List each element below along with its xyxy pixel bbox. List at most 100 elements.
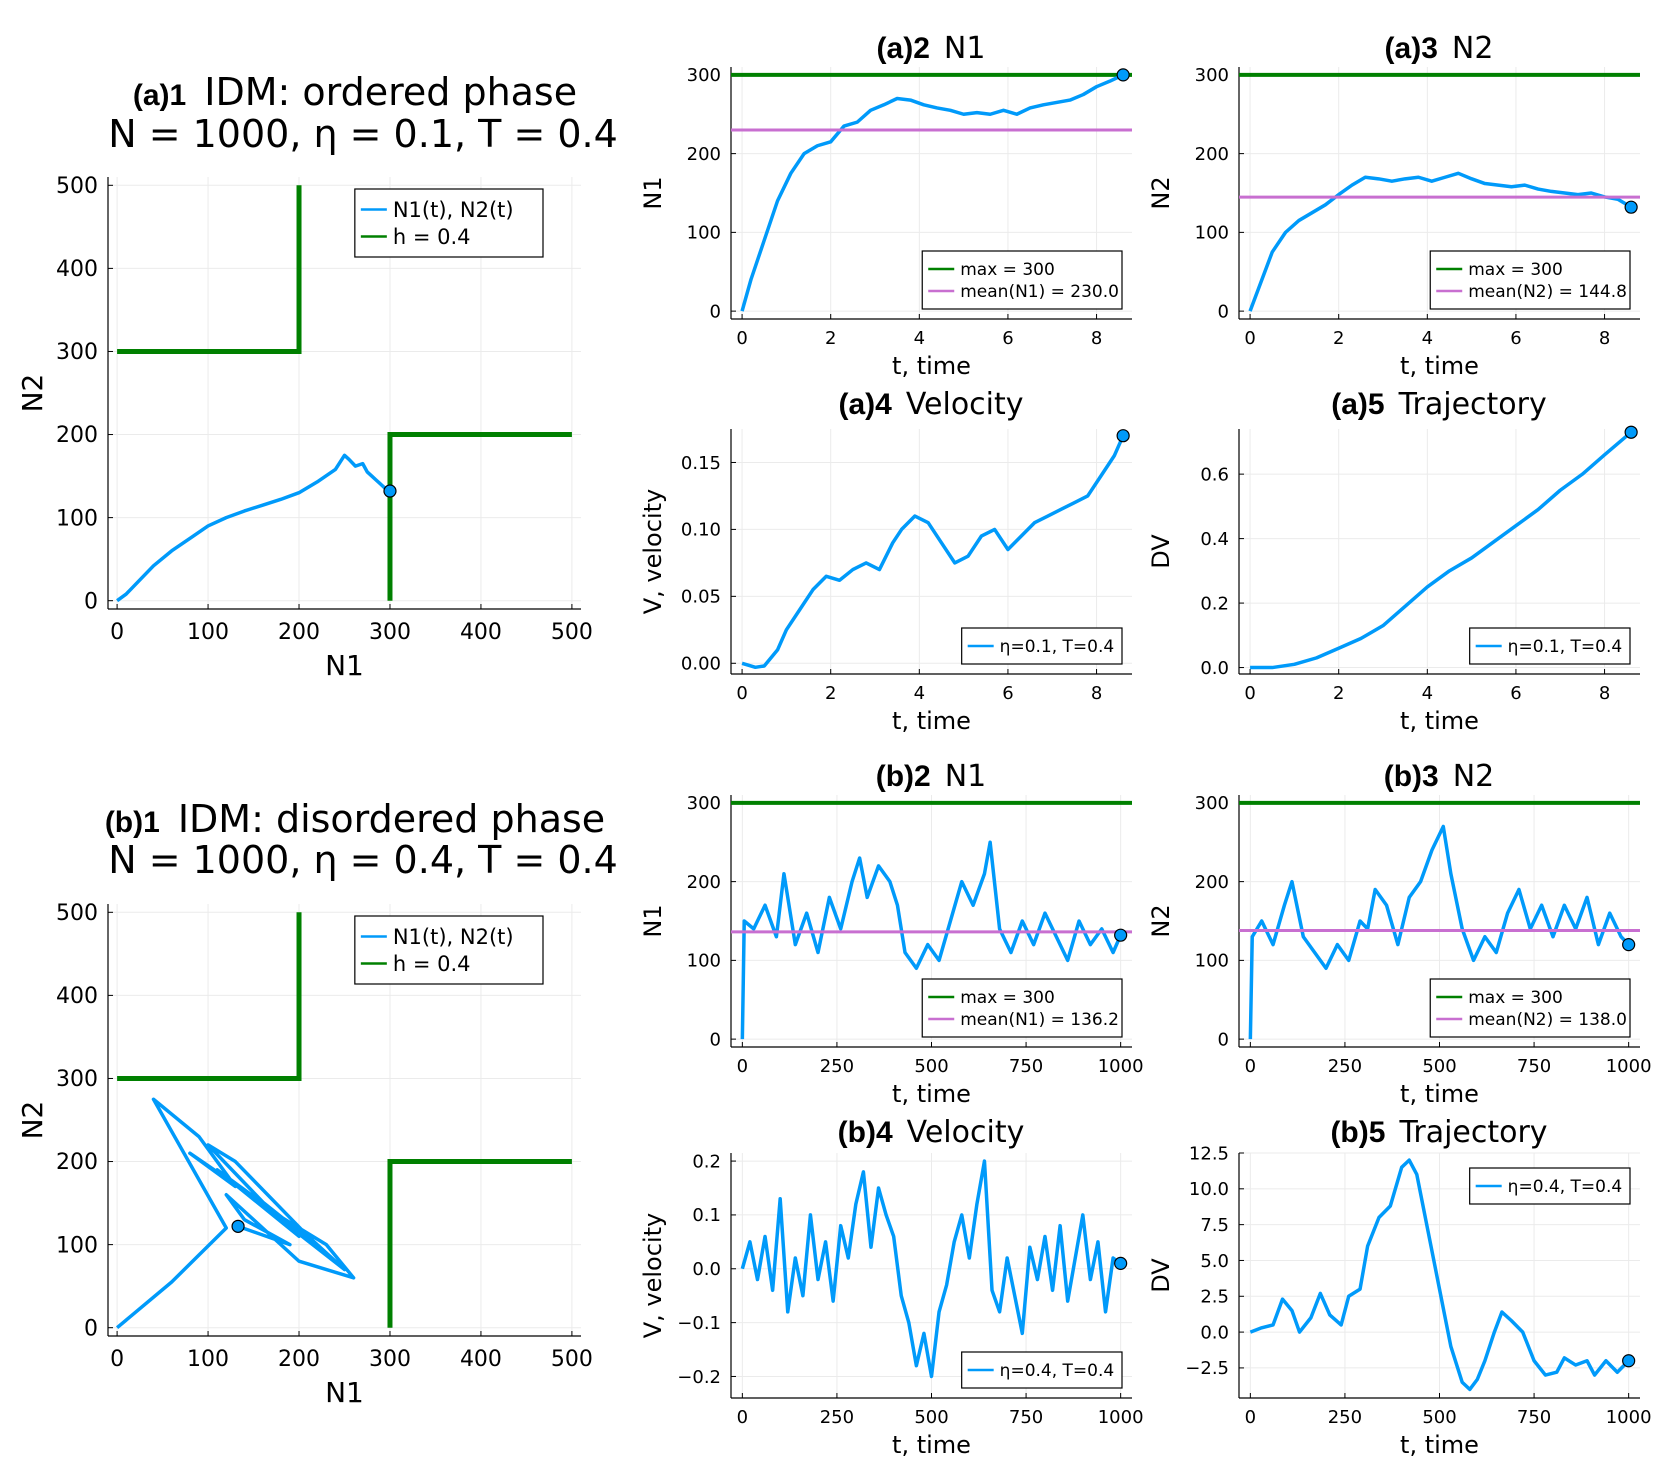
plot-area xyxy=(741,434,1125,670)
y-axis-label: V, velocity xyxy=(639,1213,667,1338)
legend-label: h = 0.4 xyxy=(393,952,471,976)
x-tick-label: 100 xyxy=(187,620,229,645)
plot-area xyxy=(115,912,572,1330)
chart-tag: (b)4 xyxy=(838,1116,893,1149)
end-marker xyxy=(1114,1256,1128,1270)
x-tick-label: 4 xyxy=(914,328,925,349)
y-tick-label: 0 xyxy=(84,589,98,614)
y-tick-label: 300 xyxy=(1195,793,1229,814)
x-tick-label: 6 xyxy=(1002,683,1013,704)
y-axis-label: DV xyxy=(1147,534,1175,569)
chart-title: (b)5 Trajectory xyxy=(1330,1115,1547,1150)
y-tick-label: 200 xyxy=(1195,872,1229,893)
chart-tag: (a)4 xyxy=(838,388,892,421)
legend-box xyxy=(921,250,1123,310)
x-tick-label: 2 xyxy=(1333,683,1344,704)
x-tick-label: 500 xyxy=(1422,1056,1456,1077)
chart-title: (b)2 N1 xyxy=(876,759,987,794)
x-tick-label: 0 xyxy=(1244,683,1255,704)
chart-title-text: N1 xyxy=(944,31,986,66)
y-tick-label: 0.1 xyxy=(692,1205,721,1226)
chart-title-text: IDM: ordered phase xyxy=(204,70,577,114)
chart-title-text: Velocity xyxy=(907,1115,1025,1150)
plot-area xyxy=(1249,1158,1630,1392)
x-axis-label: t, time xyxy=(1400,1431,1479,1459)
chart-title: (a)1 IDM: ordered phase xyxy=(133,70,577,114)
chart-tag: (b)3 xyxy=(1384,760,1439,793)
y-tick-label: 7.5 xyxy=(1200,1215,1229,1236)
legend: η=0.1, T=0.4 xyxy=(1469,627,1631,665)
y-tick-label: 100 xyxy=(56,506,98,531)
end-marker xyxy=(1622,1354,1636,1368)
chart-title-text: Trajectory xyxy=(1398,387,1547,422)
y-tick-label: 200 xyxy=(687,872,721,893)
x-tick-label: 750 xyxy=(1517,1407,1551,1428)
y-tick-label: 0 xyxy=(710,1029,721,1050)
legend-label: mean(N1) = 230.0 xyxy=(960,282,1119,302)
x-tick-label: 4 xyxy=(1422,683,1433,704)
legend-label: N1(t), N2(t) xyxy=(393,925,514,949)
x-tick-label: 6 xyxy=(1510,683,1521,704)
chart-title-text: N1 xyxy=(945,759,987,794)
legend-label: max = 300 xyxy=(960,260,1055,280)
x-tick-label: 300 xyxy=(369,1347,411,1372)
legend-label: η=0.4, T=0.4 xyxy=(1508,1177,1623,1197)
y-tick-label: 0.10 xyxy=(681,520,721,541)
x-tick-label: 0 xyxy=(1244,328,1255,349)
chart-title: (b)4 Velocity xyxy=(838,1115,1025,1150)
plot-area xyxy=(116,185,572,603)
y-tick-label: 300 xyxy=(687,65,721,86)
end-marker xyxy=(1624,425,1638,439)
y-tick-label: 300 xyxy=(1195,65,1229,86)
y-tick-label: 0.2 xyxy=(692,1151,721,1172)
y-tick-label: 100 xyxy=(687,223,721,244)
y-tick-label: 5.0 xyxy=(1200,1251,1229,1272)
y-tick-label: 200 xyxy=(56,423,98,448)
boundary-line xyxy=(387,1159,572,1328)
x-tick-label: 250 xyxy=(1328,1056,1362,1077)
series-line xyxy=(740,73,1124,312)
y-tick-label: 200 xyxy=(1195,144,1229,165)
legend-label: max = 300 xyxy=(960,988,1055,1008)
y-tick-label: 500 xyxy=(56,901,98,926)
x-tick-label: 8 xyxy=(1091,683,1102,704)
x-tick-label: 2 xyxy=(825,683,836,704)
chart-tag: (b)1 xyxy=(105,806,160,839)
chart-a5: 0 2 4 6 8 0.0 0.2 0.4 0.6 t, time DV (a)5 Trajectory… xyxy=(1147,387,1640,735)
legend-label: mean(N2) = 138.0 xyxy=(1468,1010,1627,1030)
x-tick-label: 100 xyxy=(187,1347,229,1372)
x-tick-label: 500 xyxy=(1422,1407,1456,1428)
legend-label: h = 0.4 xyxy=(393,225,471,249)
plot-area xyxy=(731,72,1132,312)
boundary-line xyxy=(117,185,302,354)
chart-b5: 0 250 500 750 1000 −2.5 0.0 2.5 5.0 7.5 10.0 12.5 t,… xyxy=(1147,1115,1652,1459)
series-line xyxy=(1249,1158,1630,1392)
x-tick-label: 4 xyxy=(914,683,925,704)
y-tick-label: 200 xyxy=(56,1150,98,1175)
y-axis-label: N1 xyxy=(639,904,667,937)
y-tick-label: 10.0 xyxy=(1189,1179,1229,1200)
x-tick-label: 500 xyxy=(551,1347,593,1372)
chart-a4: 0 2 4 6 8 0.00 0.05 0.10 0.15 t, time V, velocity (… xyxy=(639,387,1132,735)
chart-tag: (a)1 xyxy=(133,79,186,112)
y-tick-label: 100 xyxy=(56,1233,98,1258)
plot-area xyxy=(1239,800,1640,1040)
x-tick-label: 4 xyxy=(1422,328,1433,349)
x-axis-label: t, time xyxy=(892,1080,971,1108)
x-axis-label: N1 xyxy=(325,1376,364,1409)
chart-title-text: N2 xyxy=(1453,759,1495,794)
x-tick-label: 8 xyxy=(1599,328,1610,349)
x-tick-label: 750 xyxy=(1517,1056,1551,1077)
y-tick-label: 0 xyxy=(84,1316,98,1341)
y-tick-label: 0.0 xyxy=(1200,658,1229,679)
x-axis-label: t, time xyxy=(1400,352,1479,380)
y-tick-label: 0 xyxy=(1218,301,1229,322)
x-tick-label: 6 xyxy=(1510,328,1521,349)
x-tick-label: 250 xyxy=(820,1056,854,1077)
boundary-line xyxy=(387,432,572,601)
plot-area xyxy=(731,800,1132,1040)
x-axis-label: t, time xyxy=(892,707,971,735)
y-tick-label: −0.1 xyxy=(677,1313,721,1334)
x-tick-label: 1000 xyxy=(1606,1407,1652,1428)
x-tick-label: 8 xyxy=(1599,683,1610,704)
